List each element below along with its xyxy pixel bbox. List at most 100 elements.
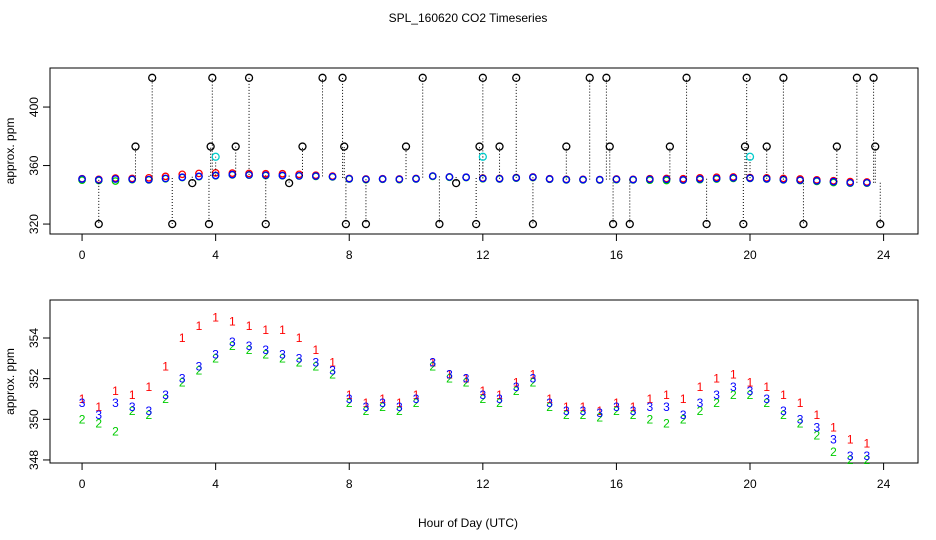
point bbox=[762, 142, 771, 151]
point: 1 bbox=[329, 355, 336, 369]
point: 3 bbox=[196, 359, 203, 373]
point bbox=[161, 174, 170, 183]
point: 1 bbox=[763, 380, 770, 394]
point: 1 bbox=[530, 368, 537, 382]
point bbox=[545, 175, 554, 183]
point: 3 bbox=[813, 420, 820, 434]
point: 1 bbox=[463, 372, 470, 386]
point: 3 bbox=[262, 343, 269, 357]
point: 3 bbox=[379, 396, 386, 410]
point: 1 bbox=[229, 315, 236, 329]
point: 1 bbox=[747, 376, 754, 390]
point: 2 bbox=[463, 376, 470, 390]
point: 3 bbox=[530, 372, 537, 386]
point bbox=[418, 73, 427, 82]
point bbox=[178, 173, 187, 182]
point: 1 bbox=[613, 396, 620, 410]
point: 2 bbox=[646, 412, 653, 426]
point: 3 bbox=[129, 400, 136, 414]
x-tick-label: 12 bbox=[476, 248, 490, 262]
point bbox=[338, 73, 347, 82]
point bbox=[579, 175, 587, 184]
point: 2 bbox=[864, 453, 871, 467]
point: 3 bbox=[663, 400, 670, 414]
point: 3 bbox=[713, 388, 720, 402]
point: 1 bbox=[129, 388, 136, 402]
point: 3 bbox=[396, 400, 403, 414]
x-tick-label: 8 bbox=[346, 477, 353, 491]
point: 2 bbox=[112, 424, 119, 438]
point: 1 bbox=[196, 319, 203, 333]
point: 3 bbox=[830, 433, 837, 447]
point bbox=[739, 219, 748, 229]
x-tick-label: 24 bbox=[877, 248, 891, 262]
point: 2 bbox=[363, 404, 370, 418]
point: 3 bbox=[363, 400, 370, 414]
point bbox=[702, 219, 711, 229]
point: 2 bbox=[546, 400, 553, 414]
point bbox=[208, 73, 217, 82]
point bbox=[696, 175, 704, 183]
point: 1 bbox=[813, 408, 820, 422]
point: 3 bbox=[630, 404, 637, 418]
point bbox=[512, 73, 521, 82]
point bbox=[462, 173, 470, 182]
point: 2 bbox=[596, 410, 603, 424]
point bbox=[745, 152, 755, 161]
point: 3 bbox=[580, 404, 587, 418]
point bbox=[148, 73, 157, 82]
point: 1 bbox=[646, 392, 653, 406]
point: 2 bbox=[146, 408, 153, 422]
point: 2 bbox=[797, 416, 804, 430]
point: 3 bbox=[413, 392, 420, 406]
point: 1 bbox=[713, 372, 720, 386]
x-tick-label: 16 bbox=[610, 248, 624, 262]
point: 2 bbox=[747, 388, 754, 402]
point bbox=[602, 73, 611, 82]
point: 2 bbox=[379, 400, 386, 414]
point bbox=[478, 73, 487, 82]
point: 3 bbox=[179, 372, 186, 386]
point: 1 bbox=[313, 343, 320, 357]
point: 2 bbox=[847, 453, 854, 467]
point bbox=[799, 219, 808, 229]
point: 3 bbox=[246, 339, 253, 353]
point bbox=[244, 73, 254, 82]
point bbox=[869, 73, 878, 82]
point: 1 bbox=[680, 392, 687, 406]
point: 3 bbox=[697, 396, 704, 410]
point: 2 bbox=[162, 392, 169, 406]
point: 2 bbox=[429, 359, 436, 373]
x-tick-label: 4 bbox=[212, 477, 219, 491]
point: 1 bbox=[479, 384, 486, 398]
point bbox=[876, 219, 885, 229]
point bbox=[863, 178, 871, 187]
point: 2 bbox=[530, 376, 537, 390]
point bbox=[796, 176, 804, 185]
point bbox=[318, 73, 327, 82]
point bbox=[94, 219, 103, 229]
point: 2 bbox=[730, 388, 737, 402]
point: 3 bbox=[496, 392, 503, 406]
point: 2 bbox=[513, 384, 520, 398]
point: 3 bbox=[797, 412, 804, 426]
point bbox=[645, 175, 654, 184]
point: 2 bbox=[262, 347, 269, 361]
y-tick-label: 352 bbox=[27, 368, 41, 388]
point: 2 bbox=[580, 408, 587, 422]
point: 2 bbox=[212, 351, 219, 365]
point bbox=[211, 152, 220, 161]
point bbox=[445, 173, 454, 181]
point bbox=[665, 142, 675, 151]
y-tick-label: 400 bbox=[27, 97, 41, 117]
point bbox=[595, 175, 604, 184]
chart-title: SPL_160620 CO2 Timeseries bbox=[389, 11, 548, 25]
point bbox=[629, 175, 637, 184]
point: 1 bbox=[212, 311, 219, 325]
point: 1 bbox=[697, 380, 704, 394]
point: 1 bbox=[379, 392, 386, 406]
point: 2 bbox=[329, 368, 336, 382]
point: 2 bbox=[830, 445, 837, 459]
point bbox=[562, 142, 571, 151]
point: 3 bbox=[279, 347, 286, 361]
